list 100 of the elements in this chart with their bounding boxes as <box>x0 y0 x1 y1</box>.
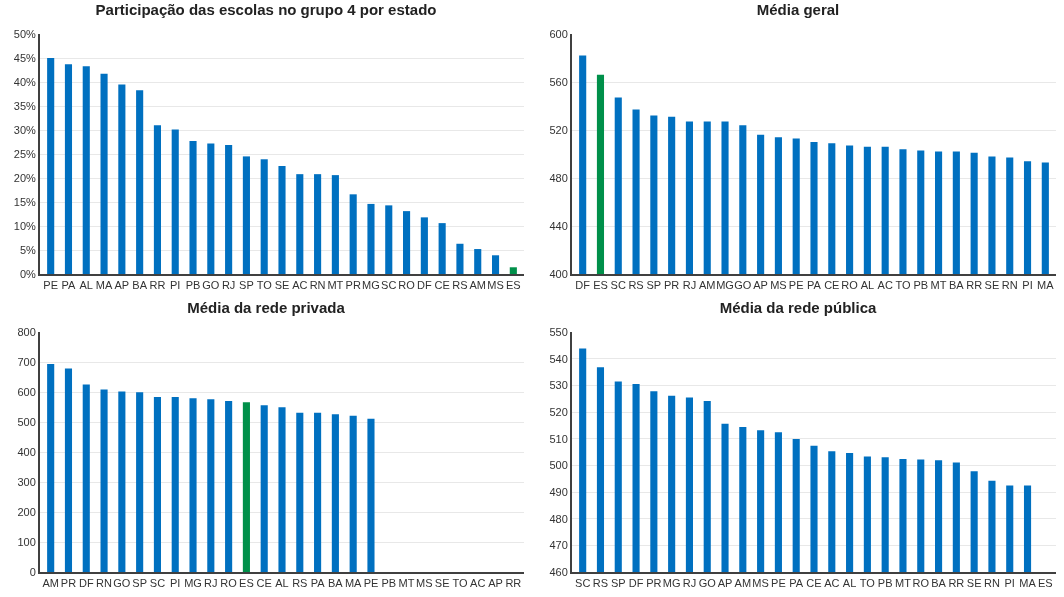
x-tick-label: ES <box>239 577 254 590</box>
y-tick-label: 15% <box>13 195 36 208</box>
x-tick-label: GO <box>698 577 717 590</box>
x-tick-label: RN <box>1001 279 1018 292</box>
x-tick-label: RN <box>983 577 1000 590</box>
x-tick-label: PA <box>789 577 804 590</box>
x-tick-label: RN <box>309 279 326 292</box>
y-tick-label: 0 <box>29 565 36 578</box>
y-tick-label: 40% <box>13 75 36 88</box>
bar <box>385 205 393 274</box>
x-tick-label: PB <box>381 577 397 590</box>
y-tick-label: 10% <box>13 219 36 232</box>
bar <box>260 405 268 572</box>
x-tick-label: SP <box>610 577 626 590</box>
x-tick-label: RS <box>292 577 308 590</box>
bar <box>509 267 517 274</box>
bar <box>64 64 73 274</box>
x-tick-label: AM <box>698 279 716 292</box>
x-tick-label: MA <box>1037 279 1055 292</box>
y-tick-label: 500 <box>549 459 568 472</box>
x-tick-label: DF <box>575 279 591 292</box>
x-tick-label: MA <box>344 577 363 590</box>
x-tick-label: MT <box>895 577 912 590</box>
x-tick-label: SP <box>239 279 254 292</box>
bar <box>296 412 304 572</box>
bar <box>367 203 375 274</box>
chart-title: Participação das escolas no grupo 4 por estado <box>95 0 437 18</box>
x-tick-label: RJ <box>682 279 697 292</box>
x-tick-label: PR <box>345 279 361 292</box>
x-tick-label: SE <box>966 577 982 590</box>
x-tick-label: GO <box>113 577 131 590</box>
x-tick-label: GO <box>202 279 220 292</box>
x-tick-label: CE <box>434 279 450 292</box>
y-tick-label: 35% <box>13 99 36 112</box>
bar <box>349 194 357 274</box>
x-tick-label: TO <box>859 577 876 590</box>
x-tick-label: PI <box>170 577 181 590</box>
x-tick-label: AC <box>824 577 840 590</box>
y-tick-label: 530 <box>549 379 568 392</box>
x-tick-label: PI <box>1022 279 1033 292</box>
y-tick-label: 100 <box>17 535 36 548</box>
bar <box>82 66 90 274</box>
x-tick-label: PR <box>664 279 680 292</box>
bar <box>118 391 126 572</box>
y-tick-label: 5% <box>19 243 37 256</box>
x-tick-label: AC <box>292 279 308 292</box>
y-tick-label: 0% <box>19 267 37 280</box>
y-tick-label: 700 <box>17 355 36 368</box>
bar <box>456 243 464 274</box>
bar <box>225 401 233 572</box>
x-tick-label: BA <box>328 577 344 590</box>
x-tick-label: RO <box>398 279 416 292</box>
y-tick-label: 510 <box>549 432 568 445</box>
x-tick-label: RR <box>948 577 965 590</box>
bar <box>260 159 268 274</box>
bar <box>47 58 55 274</box>
x-tick-label: BA <box>931 577 947 590</box>
x-tick-label: MS <box>416 577 433 590</box>
bar <box>438 223 446 274</box>
x-tick-label: AL <box>275 577 289 590</box>
x-tick-label: TO <box>256 279 273 292</box>
x-tick-label: MS <box>770 279 787 292</box>
y-tick-label: 540 <box>549 352 568 365</box>
x-tick-label: RR <box>149 279 166 292</box>
x-tick-label: RO <box>841 279 859 292</box>
y-tick-label: 480 <box>549 171 568 184</box>
bar <box>491 255 500 274</box>
y-tick-label: 50% <box>13 27 36 40</box>
x-tick-label: MA <box>95 279 113 292</box>
y-tick-label: 400 <box>549 267 568 280</box>
x-tick-label: MS <box>752 577 769 590</box>
x-tick-label: RJ <box>682 577 697 590</box>
x-tick-label: PR <box>646 577 662 590</box>
bar <box>225 144 233 274</box>
y-tick-label: 600 <box>17 385 36 398</box>
y-tick-label: 550 <box>549 325 568 338</box>
bar <box>278 407 286 572</box>
x-tick-label: MT <box>398 577 415 590</box>
x-tick-label: RS <box>628 279 644 292</box>
x-tick-label: SC <box>149 577 166 590</box>
x-tick-label: PB <box>185 279 201 292</box>
x-tick-label: AL <box>79 279 93 292</box>
y-tick-label: 470 <box>549 539 568 552</box>
x-tick-label: AP <box>114 279 130 292</box>
x-tick-label: PA <box>61 279 77 292</box>
x-tick-label: AP <box>717 577 733 590</box>
y-tick-label: 45% <box>13 51 36 64</box>
y-tick-label: 440 <box>549 219 568 232</box>
x-tick-label: PB <box>877 577 893 590</box>
bar <box>207 399 215 572</box>
x-tick-label: RR <box>966 279 983 292</box>
bar <box>153 397 161 572</box>
x-tick-label: RS <box>452 279 468 292</box>
y-tick-label: 480 <box>549 512 568 525</box>
bar <box>296 174 304 274</box>
x-tick-label: ES <box>1037 577 1053 590</box>
bar <box>242 156 250 274</box>
bar <box>189 141 197 274</box>
y-tick-label: 400 <box>17 445 36 458</box>
bar <box>136 90 144 274</box>
